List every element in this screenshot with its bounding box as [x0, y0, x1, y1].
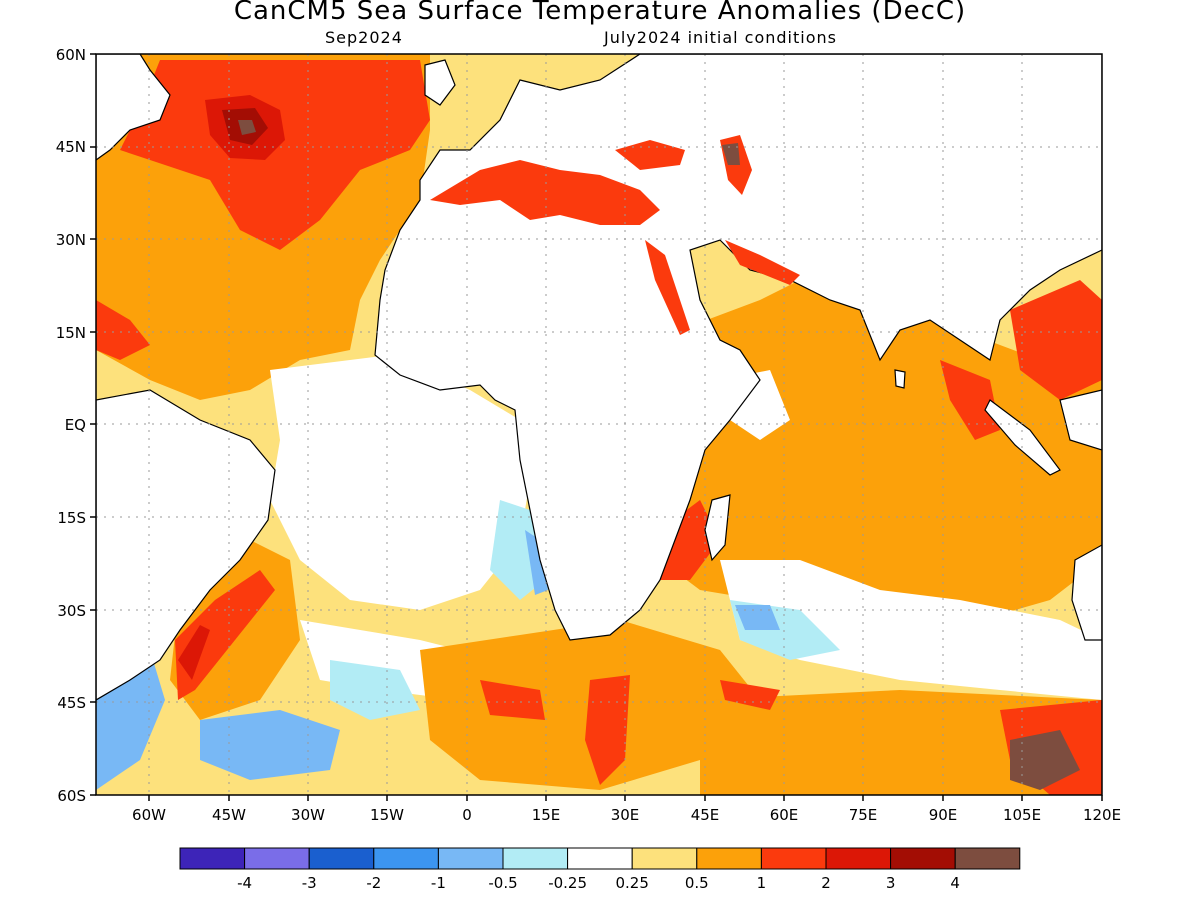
lat-tick-marks	[90, 53, 96, 796]
colorbar-swatch	[696, 847, 762, 870]
persian-gulf	[725, 240, 800, 285]
forecast-month: Sep2024	[325, 28, 403, 47]
map-title: CanCM5 Sea Surface Temperature Anomalies…	[233, 0, 967, 26]
lon-tick-label: 105E	[1003, 806, 1041, 824]
colorbar-label: -1	[431, 874, 446, 892]
lon-tick-label: 120E	[1083, 806, 1121, 824]
southern-atlantic-cool-patch	[200, 710, 340, 780]
lon-tick-marks	[148, 795, 1103, 801]
graticule	[96, 54, 1102, 795]
colorbar-label: 1	[757, 874, 767, 892]
colorbar-swatch	[760, 847, 827, 870]
benguela-cooler	[525, 530, 548, 595]
initial-conditions: July2024 initial conditions	[604, 28, 837, 47]
lat-tick-label: 30S	[57, 602, 86, 620]
agulhas-strong	[720, 680, 780, 710]
south-indian-neutral	[720, 560, 1102, 700]
colorbar-label: -0.25	[548, 874, 587, 892]
colorbar-swatch	[179, 847, 246, 870]
anomaly-field	[96, 54, 1102, 795]
colorbar-swatch	[244, 847, 310, 870]
lat-tick-labels: 60N 45N 30N 15N EQ 15S 30S 45S 60S	[56, 46, 86, 805]
lon-tick-label: 90E	[929, 806, 958, 824]
north-atlantic-extreme	[238, 120, 256, 135]
lat-tick-label: 15N	[56, 324, 86, 342]
colorbar: -4 -3 -2 -1 -0.5 -0.25 0.25 0.5 1 2 3 4	[179, 847, 1021, 892]
colorbar-label: -4	[237, 874, 252, 892]
sumatra-land	[984, 399, 1061, 476]
colorbar-label: -3	[302, 874, 317, 892]
north-america-land	[96, 54, 171, 161]
colorbar-swatch	[502, 847, 569, 870]
red-sea	[645, 240, 690, 335]
colorbar-label: 0.25	[615, 874, 648, 892]
colorbar-label: 3	[886, 874, 896, 892]
lon-tick-label: 75E	[849, 806, 878, 824]
brazil-current-strong	[175, 570, 275, 700]
lon-tick-label: 60E	[770, 806, 799, 824]
caspian-extreme	[722, 143, 740, 165]
lon-tick-labels: 60W 45W 30W 15W 0 15E 30E 45E 60E 75E 90…	[132, 806, 1121, 824]
borneo-land	[1059, 389, 1102, 451]
colorbar-swatch	[308, 847, 375, 870]
south-america-land	[96, 389, 276, 701]
north-atlantic-strong	[120, 60, 430, 250]
south-indian-cooler	[735, 605, 780, 630]
caribbean-strong	[96, 300, 150, 360]
lat-tick-label: EQ	[65, 416, 86, 434]
brazil-current-peak	[178, 625, 210, 680]
indonesia-strong	[1010, 280, 1102, 400]
lon-tick-label: 15W	[370, 806, 404, 824]
lon-tick-label: 30E	[611, 806, 640, 824]
lon-tick-label: 45E	[691, 806, 720, 824]
benguela-cool	[490, 500, 545, 600]
lon-tick-label: 0	[462, 806, 472, 824]
colorbar-label: 0.5	[685, 874, 709, 892]
colorbar-swatch	[890, 847, 956, 870]
colorbar-swatch	[373, 847, 439, 870]
lon-tick-label: 45W	[212, 806, 246, 824]
indian-ocean-warm	[660, 270, 1102, 640]
lat-tick-label: 30N	[56, 231, 86, 249]
australia-land	[1071, 544, 1102, 641]
lat-tick-label: 60N	[56, 46, 86, 64]
lat-tick-label: 45S	[57, 694, 86, 712]
colorbar-swatch	[437, 847, 504, 870]
southern-atlantic-cool-patch-2	[330, 660, 420, 720]
sri-lanka-land	[894, 369, 906, 389]
lat-tick-label: 45N	[56, 138, 86, 156]
british-isles-land	[424, 59, 456, 106]
bay-of-bengal-strong	[940, 360, 1000, 440]
lon-tick-label: 60W	[132, 806, 166, 824]
equatorial-atlantic-neutral	[270, 355, 530, 610]
southeast-indian-extreme	[1010, 730, 1080, 790]
lat-tick-label: 60S	[57, 787, 86, 805]
lat-tick-label: 15S	[57, 509, 86, 527]
colorbar-swatch	[567, 847, 633, 870]
colorbar-swatch	[954, 847, 1021, 870]
lon-tick-label: 30W	[291, 806, 325, 824]
colorbar-label: -0.5	[488, 874, 517, 892]
colorbar-swatch	[631, 847, 698, 870]
lon-tick-label: 15E	[532, 806, 561, 824]
colorbar-label: 2	[821, 874, 831, 892]
colorbar-swatch	[825, 847, 892, 870]
mediterranean-sea	[430, 160, 660, 225]
colorbar-label: 4	[950, 874, 960, 892]
subantarctic-strong-1	[585, 675, 630, 785]
madagascar-land	[704, 494, 731, 562]
colorbar-label: -2	[366, 874, 381, 892]
subantarctic-strong-2	[480, 680, 545, 720]
